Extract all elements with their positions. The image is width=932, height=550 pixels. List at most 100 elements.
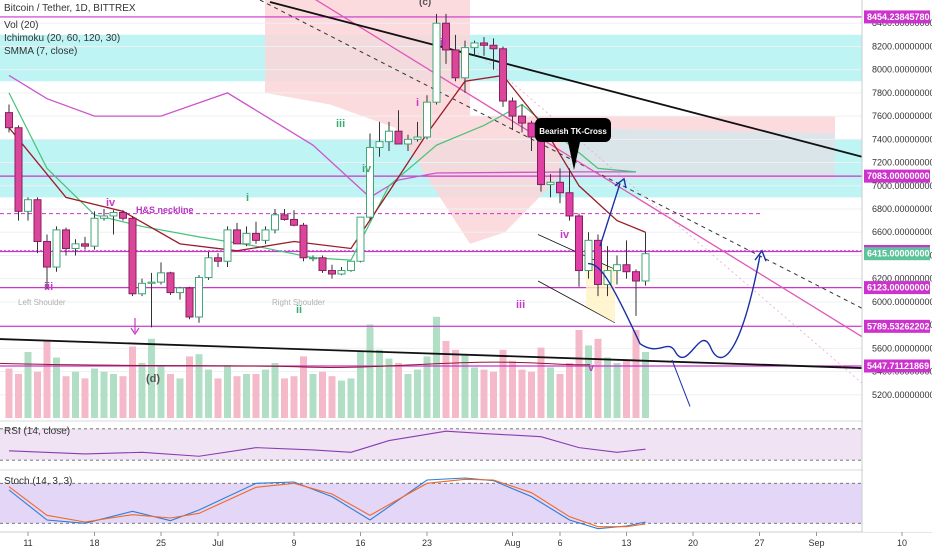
stoch-d-line[interactable]: [8, 478, 646, 528]
candle-body[interactable]: [252, 232, 260, 241]
candle-body[interactable]: [328, 270, 336, 275]
smma-line[interactable]: [8, 74, 646, 252]
candle-body[interactable]: [442, 22, 450, 51]
candle-body[interactable]: [347, 260, 355, 272]
candle-body[interactable]: [423, 101, 431, 138]
candle-body[interactable]: [337, 270, 346, 275]
forecast-up-arrowhead: [614, 177, 627, 189]
candle-body[interactable]: [176, 287, 184, 294]
candle-body[interactable]: [185, 287, 194, 318]
candle-body[interactable]: [375, 141, 384, 148]
forecast-up-path[interactable]: [599, 183, 621, 247]
candle-body[interactable]: [575, 215, 583, 272]
kijun-line[interactable]: [8, 74, 636, 199]
candle-body[interactable]: [271, 214, 279, 231]
candle-body[interactable]: [24, 199, 32, 212]
candle-body[interactable]: [52, 229, 61, 268]
candle-body[interactable]: [14, 127, 23, 212]
rsi-label[interactable]: RSI (14, close): [4, 426, 71, 437]
candle-body[interactable]: [204, 257, 213, 279]
candle-body[interactable]: [556, 181, 564, 194]
candle-body[interactable]: [632, 271, 640, 282]
candle-body[interactable]: [90, 217, 99, 247]
candle-body[interactable]: [432, 22, 441, 103]
candle-body[interactable]: [594, 239, 602, 285]
candle-body[interactable]: [546, 181, 555, 186]
candle-body[interactable]: [119, 211, 127, 219]
candle-body[interactable]: [366, 146, 374, 218]
candle-body[interactable]: [565, 192, 574, 217]
candle-body[interactable]: [394, 130, 403, 145]
candle-body[interactable]: [214, 257, 222, 262]
indicator-vol-label[interactable]: Vol (20): [4, 20, 39, 31]
volume-bar: [499, 349, 507, 418]
candle-body[interactable]: [537, 136, 545, 186]
candle-body[interactable]: [71, 243, 80, 249]
candle-body[interactable]: [233, 229, 241, 245]
candle-body[interactable]: [299, 224, 308, 259]
candle-body[interactable]: [641, 253, 650, 282]
stoch-label[interactable]: Stoch (14, 3, 3): [4, 476, 73, 487]
candle-body[interactable]: [33, 199, 42, 243]
candle-body[interactable]: [290, 218, 298, 226]
volume-bar: [509, 360, 516, 418]
candle-body[interactable]: [480, 42, 488, 46]
candle-body[interactable]: [603, 270, 612, 285]
candle-body[interactable]: [518, 115, 526, 124]
volume-bar: [243, 374, 250, 418]
candle-body[interactable]: [584, 239, 593, 272]
candle-body[interactable]: [613, 264, 621, 272]
indicator-smma-label[interactable]: SMMA (7, close): [4, 46, 78, 57]
candle-body[interactable]: [5, 112, 13, 129]
black-support-line[interactable]: [0, 338, 863, 369]
forecast-down-path[interactable]: [587, 255, 761, 359]
candle-body[interactable]: [508, 100, 517, 117]
candle-body[interactable]: [195, 277, 203, 318]
candle-body[interactable]: [404, 138, 412, 145]
forecast-drop-line[interactable]: [671, 359, 691, 407]
candle-body[interactable]: [242, 232, 251, 245]
dashed-trendline[interactable]: [259, 0, 863, 309]
candle-body[interactable]: [280, 214, 289, 220]
volume-bar: [328, 376, 336, 418]
candle-body[interactable]: [62, 229, 70, 249]
candle-body[interactable]: [489, 44, 498, 50]
candle-body[interactable]: [128, 217, 137, 295]
ichimoku-cloud-overlap: [560, 127, 835, 180]
candle-body[interactable]: [318, 257, 327, 272]
candle-body[interactable]: [451, 49, 460, 79]
candle-body[interactable]: [470, 42, 479, 49]
candle-body[interactable]: [147, 281, 156, 284]
y-tick-label: 7600.00000000: [872, 111, 932, 121]
candle-body[interactable]: [499, 48, 507, 102]
indicator-ichimoku-label[interactable]: Ichimoku (20, 60, 120, 30): [4, 33, 121, 44]
candle-body[interactable]: [166, 272, 175, 294]
candle-body[interactable]: [356, 216, 365, 262]
stoch-k-line[interactable]: [8, 477, 646, 530]
candle-body[interactable]: [43, 241, 51, 268]
volume-bar: [271, 363, 279, 418]
bearish-tk-cross-box[interactable]: [535, 118, 611, 142]
candle-body[interactable]: [461, 47, 469, 79]
candle-body[interactable]: [385, 130, 393, 143]
candle-body[interactable]: [223, 229, 232, 262]
candle-body[interactable]: [622, 264, 631, 273]
candle-body[interactable]: [81, 243, 89, 247]
volume-bars: [5, 316, 649, 418]
candle-body[interactable]: [261, 229, 270, 241]
volume-bar: [385, 358, 393, 418]
candle-body[interactable]: [309, 257, 317, 260]
magenta-trendline[interactable]: [300, 0, 863, 338]
candle-body[interactable]: [100, 215, 108, 219]
candle-body[interactable]: [527, 122, 536, 138]
candle-body[interactable]: [157, 272, 165, 283]
candle-body[interactable]: [138, 282, 146, 295]
candle-body[interactable]: [413, 136, 422, 140]
wedge-lower-line[interactable]: [537, 280, 616, 324]
candle-body[interactable]: [109, 211, 118, 217]
volume-bar: [43, 341, 51, 418]
rsi-line[interactable]: [8, 430, 646, 457]
black-resistance-line[interactable]: [269, 1, 863, 158]
